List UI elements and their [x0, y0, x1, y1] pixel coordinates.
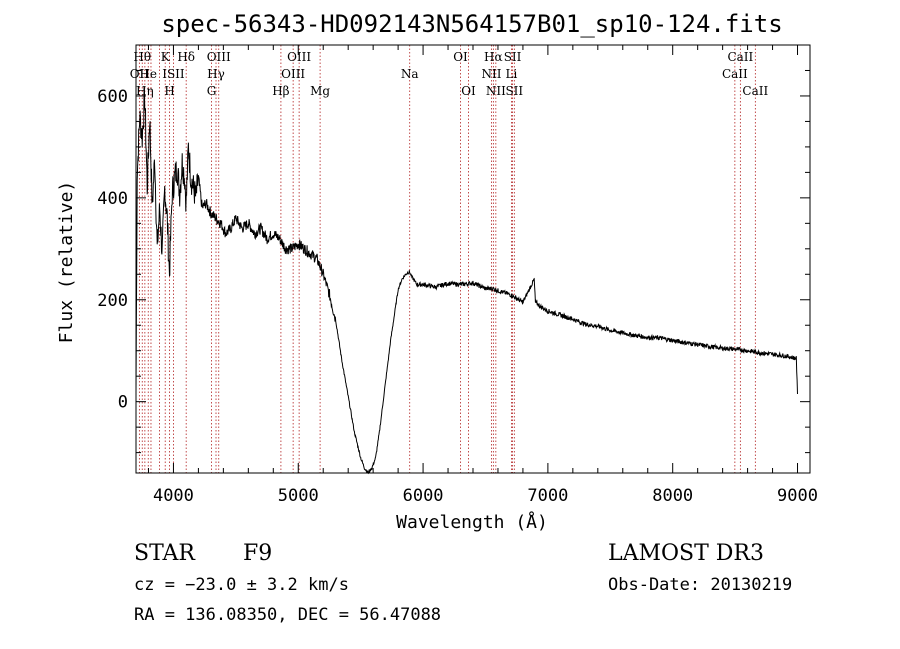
y-tick-label: 200 [97, 291, 128, 311]
spectral-line-label: Hγ [207, 67, 225, 81]
spectral-line-label: Hδ [177, 50, 195, 64]
spectral-line-label: OI [453, 50, 468, 64]
spectral-line-label: Hβ [272, 84, 289, 98]
y-tick-label: 0 [118, 393, 128, 413]
spectrum-line [135, 87, 798, 475]
chart-title: spec-56343-HD092143N564157B01_sp10-124.f… [161, 10, 782, 38]
y-axis-ticks: 0 200 400 600 [97, 44, 810, 454]
x-tick-label: 7000 [527, 486, 568, 506]
x-tick-label: 6000 [403, 486, 444, 506]
spectral-line-label: He [139, 67, 157, 81]
spectral-line-label: NII [481, 67, 501, 81]
y-tick-label: 400 [97, 189, 128, 209]
spectral-line-label: Hα [484, 50, 503, 64]
x-axis-label: Wavelength (Å) [396, 511, 548, 533]
spectral-line-label: Mg [310, 84, 330, 98]
obs-date: Obs-Date: 20130219 [608, 575, 792, 595]
y-axis-label: Flux (relative) [56, 181, 77, 344]
y-tick-label: 600 [97, 87, 128, 107]
x-tick-label: 9000 [777, 486, 818, 506]
spectral-line-label: G [207, 84, 217, 98]
x-tick-label: 8000 [652, 486, 693, 506]
spectral-line-label: Hθ [133, 50, 151, 64]
spectral-line-labels: OIIHθHηHeKHISIIHδGHγOIIIHβOIIIOIIIMgNaOI… [130, 50, 769, 98]
spectral-line-label: OIII [287, 50, 311, 64]
spectral-line-label: NII [486, 84, 506, 98]
redshift-cz: cz = −23.0 ± 3.2 km/s [134, 575, 349, 595]
x-axis-ticks: 4000 5000 6000 7000 8000 9000 [147, 45, 818, 506]
spectral-line-label: H [164, 84, 174, 98]
spectral-line-label: Li [506, 67, 518, 81]
spectral-line-label: SII [504, 50, 522, 64]
spectral-line-label: Na [401, 67, 419, 81]
spectral-line-label: SII [505, 84, 523, 98]
spectral-line-label: OII [130, 67, 150, 81]
spectral-line-label: ISII [162, 67, 185, 81]
object-type: STAR [134, 541, 196, 566]
survey-name: LAMOST DR3 [608, 541, 764, 566]
spectral-line-label: CaII [727, 50, 753, 64]
spectral-line-markers [138, 45, 756, 473]
coordinates: RA = 136.08350, DEC = 56.47088 [134, 605, 441, 625]
spectral-line-label: OIII [207, 50, 231, 64]
x-tick-label: 5000 [278, 486, 319, 506]
spectral-line-label: OIII [281, 67, 305, 81]
x-tick-label: 4000 [153, 486, 194, 506]
spectral-line-label: OI [461, 84, 476, 98]
subclass: F9 [243, 541, 272, 566]
spectral-line-label: K [161, 50, 171, 64]
spectral-line-label: CaII [722, 67, 748, 81]
plot-frame [135, 44, 811, 474]
spectral-line-label: CaII [742, 84, 768, 98]
